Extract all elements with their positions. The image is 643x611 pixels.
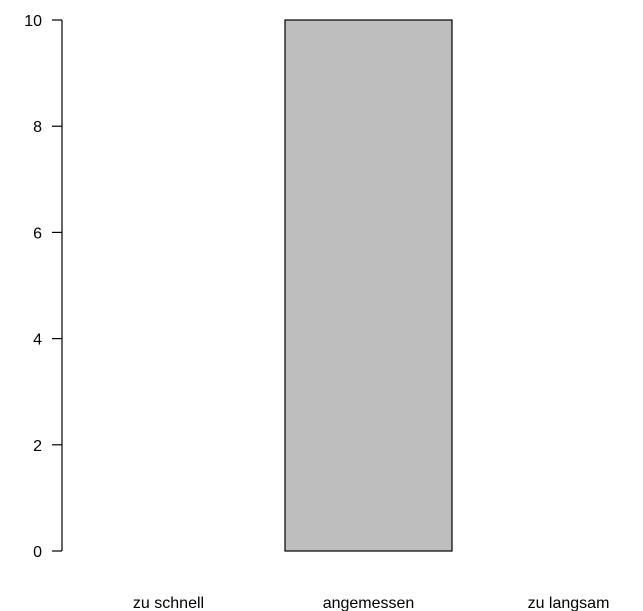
x-axis-labels: zu schnell angemessen zu langsam bbox=[133, 595, 609, 611]
y-tick-label: 0 bbox=[33, 544, 42, 561]
x-category-label: zu schnell bbox=[133, 595, 204, 611]
y-tick-label: 8 bbox=[33, 119, 42, 136]
y-axis: 0 2 4 6 8 10 bbox=[24, 13, 63, 561]
x-category-label: zu langsam bbox=[528, 595, 610, 611]
bar bbox=[284, 19, 453, 552]
y-tick-label: 6 bbox=[33, 225, 42, 242]
y-tick-label: 2 bbox=[33, 438, 42, 455]
y-tick-label: 10 bbox=[24, 13, 42, 30]
x-category-label: angemessen bbox=[323, 595, 415, 611]
y-tick-label: 4 bbox=[33, 332, 42, 349]
bars-group bbox=[284, 19, 453, 552]
